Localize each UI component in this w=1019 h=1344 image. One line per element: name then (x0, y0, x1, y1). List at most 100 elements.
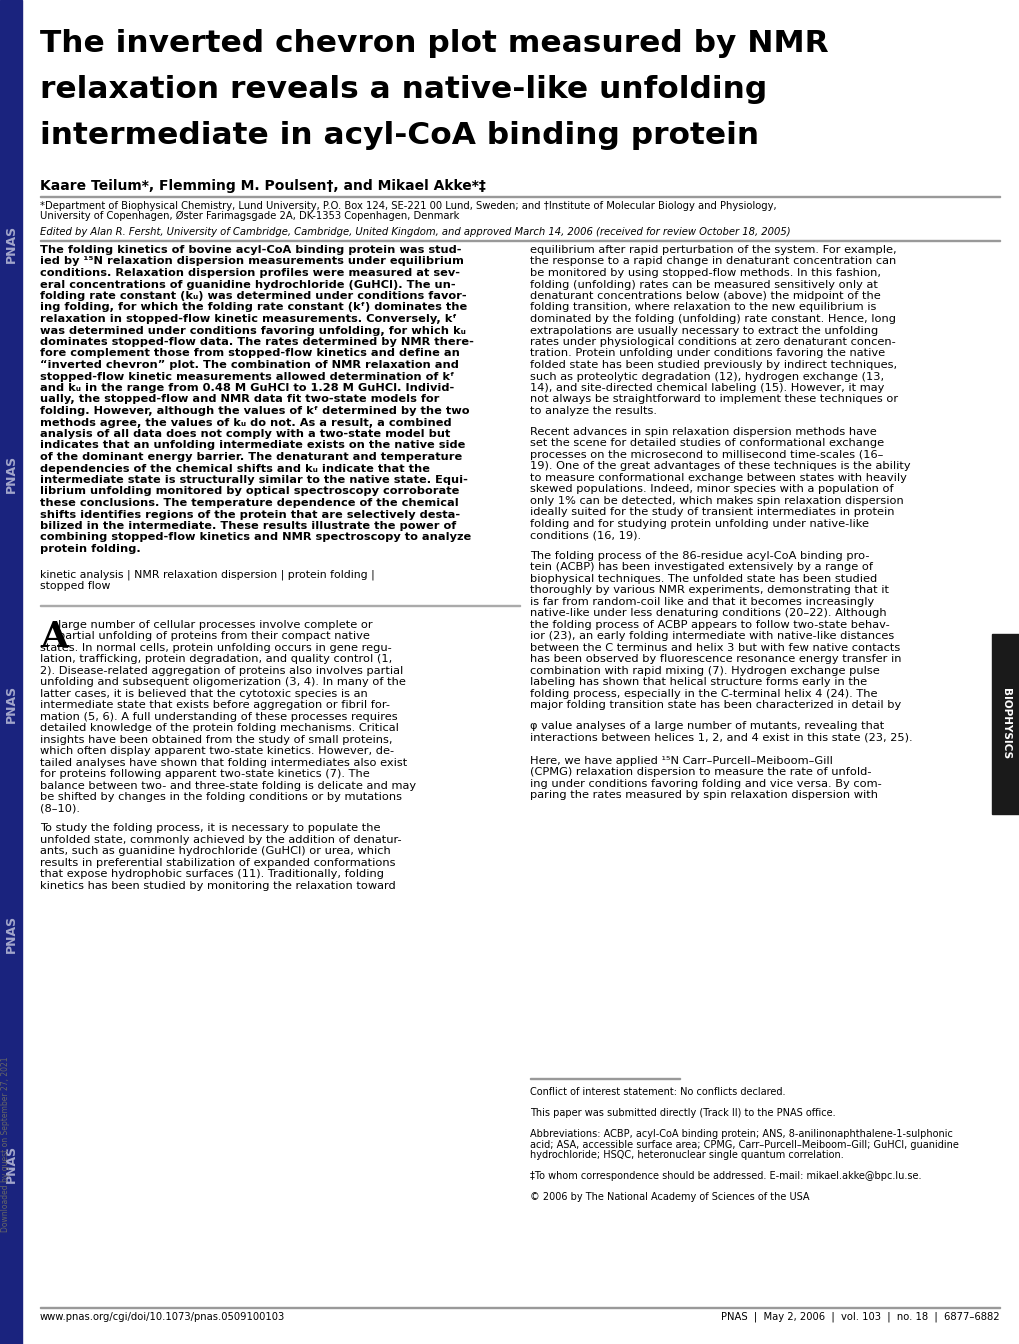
Text: only 1% can be detected, which makes spin relaxation dispersion: only 1% can be detected, which makes spi… (530, 496, 903, 505)
Text: balance between two- and three-state folding is delicate and may: balance between two- and three-state fol… (40, 781, 416, 790)
Text: and kᵤ in the range from 0.48 M GuHCl to 1.28 M GuHCl. Individ-: and kᵤ in the range from 0.48 M GuHCl to… (40, 383, 453, 392)
Text: folding transition, where relaxation to the new equilibrium is: folding transition, where relaxation to … (530, 302, 875, 313)
Text: 19). One of the great advantages of these techniques is the ability: 19). One of the great advantages of thes… (530, 461, 910, 472)
Text: results in preferential stabilization of expanded conformations: results in preferential stabilization of… (40, 857, 395, 868)
Text: PNAS: PNAS (4, 224, 17, 263)
Text: ideally suited for the study of transient intermediates in protein: ideally suited for the study of transien… (530, 507, 894, 517)
Text: φ value analyses of a large number of mutants, revealing that: φ value analyses of a large number of mu… (530, 722, 883, 731)
Text: Here, we have applied ¹⁵N Carr–Purcell–Meiboom–Gill: Here, we have applied ¹⁵N Carr–Purcell–M… (530, 755, 833, 766)
Text: PNAS: PNAS (4, 685, 17, 723)
Text: PNAS  |  May 2, 2006  |  vol. 103  |  no. 18  |  6877–6882: PNAS | May 2, 2006 | vol. 103 | no. 18 |… (720, 1312, 999, 1322)
Text: be monitored by using stopped-flow methods. In this fashion,: be monitored by using stopped-flow metho… (530, 267, 880, 278)
Text: mation (5, 6). A full understanding of these processes requires: mation (5, 6). A full understanding of t… (40, 712, 397, 722)
Text: folding rate constant (kᵤ) was determined under conditions favor-: folding rate constant (kᵤ) was determine… (40, 292, 466, 301)
Text: paring the rates measured by spin relaxation dispersion with: paring the rates measured by spin relaxa… (530, 790, 877, 800)
Text: The folding kinetics of bovine acyl-CoA binding protein was stud-: The folding kinetics of bovine acyl-CoA … (40, 245, 461, 255)
Text: ants, such as guanidine hydrochloride (GuHCl) or urea, which: ants, such as guanidine hydrochloride (G… (40, 847, 390, 856)
Text: Recent advances in spin relaxation dispersion methods have: Recent advances in spin relaxation dispe… (530, 426, 876, 437)
Text: BIOPHYSICS: BIOPHYSICS (1000, 688, 1010, 759)
Text: thoroughly by various NMR experiments, demonstrating that it: thoroughly by various NMR experiments, d… (530, 586, 889, 595)
Text: to analyze the results.: to analyze the results. (530, 406, 656, 417)
Text: PNAS: PNAS (4, 1145, 17, 1183)
Text: Downloaded by guest on September 27, 2021: Downloaded by guest on September 27, 202… (1, 1056, 10, 1231)
Text: kinetic analysis | NMR relaxation dispersion | protein folding |: kinetic analysis | NMR relaxation disper… (40, 570, 374, 579)
Text: major folding transition state has been characterized in detail by: major folding transition state has been … (530, 700, 901, 711)
Text: (8–10).: (8–10). (40, 804, 79, 814)
Text: A: A (40, 620, 68, 653)
Text: to measure conformational exchange between states with heavily: to measure conformational exchange betwe… (530, 473, 906, 482)
Text: dominated by the folding (unfolding) rate constant. Hence, long: dominated by the folding (unfolding) rat… (530, 314, 895, 324)
Text: ing folding, for which the folding rate constant (kᶠ) dominates the: ing folding, for which the folding rate … (40, 302, 467, 313)
Text: intermediate state is structurally similar to the native state. Equi-: intermediate state is structurally simil… (40, 474, 468, 485)
Text: between the C terminus and helix 3 but with few native contacts: between the C terminus and helix 3 but w… (530, 642, 900, 653)
Text: rates under physiological conditions at zero denaturant concen-: rates under physiological conditions at … (530, 337, 895, 347)
Text: combining stopped-flow kinetics and NMR spectroscopy to analyze: combining stopped-flow kinetics and NMR … (40, 532, 471, 543)
Text: denaturant concentrations below (above) the midpoint of the: denaturant concentrations below (above) … (530, 292, 879, 301)
Text: This paper was submitted directly (Track II) to the PNAS office.: This paper was submitted directly (Track… (530, 1107, 835, 1118)
Text: processes on the microsecond to millisecond time-scales (16–: processes on the microsecond to millisec… (530, 450, 882, 460)
Text: such as proteolytic degradation (12), hydrogen exchange (13,: such as proteolytic degradation (12), hy… (530, 371, 883, 382)
Text: the folding process of ACBP appears to follow two-state behav-: the folding process of ACBP appears to f… (530, 620, 889, 630)
Text: partial unfolding of proteins from their compact native: partial unfolding of proteins from their… (58, 632, 370, 641)
Text: lation, trafficking, protein degradation, and quality control (1,: lation, trafficking, protein degradation… (40, 655, 392, 664)
Text: kinetics has been studied by monitoring the relaxation toward: kinetics has been studied by monitoring … (40, 880, 395, 891)
Text: ‡To whom correspondence should be addressed. E-mail: mikael.akke@bpc.lu.se.: ‡To whom correspondence should be addres… (530, 1171, 920, 1181)
Text: relaxation reveals a native-like unfolding: relaxation reveals a native-like unfoldi… (40, 75, 766, 103)
Text: methods agree, the values of kᵤ do not. As a result, a combined: methods agree, the values of kᵤ do not. … (40, 418, 451, 427)
Text: relaxation in stopped-flow kinetic measurements. Conversely, kᶠ: relaxation in stopped-flow kinetic measu… (40, 314, 457, 324)
Text: PNAS: PNAS (4, 454, 17, 493)
Text: the response to a rapid change in denaturant concentration can: the response to a rapid change in denatu… (530, 257, 896, 266)
Text: biophysical techniques. The unfolded state has been studied: biophysical techniques. The unfolded sta… (530, 574, 876, 583)
Text: which often display apparent two-state kinetics. However, de-: which often display apparent two-state k… (40, 746, 393, 757)
Text: University of Copenhagen, Øster Farimagsgade 2A, DK-1353 Copenhagen, Denmark: University of Copenhagen, Øster Farimags… (40, 211, 459, 222)
Text: fore complement those from stopped-flow kinetics and define an: fore complement those from stopped-flow … (40, 348, 460, 359)
Text: of the dominant energy barrier. The denaturant and temperature: of the dominant energy barrier. The dena… (40, 452, 462, 462)
Text: 2). Disease-related aggregation of proteins also involves partial: 2). Disease-related aggregation of prote… (40, 665, 403, 676)
Text: *Department of Biophysical Chemistry, Lund University, P.O. Box 124, SE-221 00 L: *Department of Biophysical Chemistry, Lu… (40, 202, 775, 211)
Text: indicates that an unfolding intermediate exists on the native side: indicates that an unfolding intermediate… (40, 441, 465, 450)
Text: combination with rapid mixing (7). Hydrogen exchange pulse: combination with rapid mixing (7). Hydro… (530, 665, 878, 676)
Text: analysis of all data does not comply with a two-state model but: analysis of all data does not comply wit… (40, 429, 450, 439)
Text: was determined under conditions favoring unfolding, for which kᵤ: was determined under conditions favoring… (40, 325, 466, 336)
Text: native-like under less denaturing conditions (20–22). Although: native-like under less denaturing condit… (530, 609, 886, 618)
Text: bilized in the intermediate. These results illustrate the power of: bilized in the intermediate. These resul… (40, 521, 455, 531)
Text: extrapolations are usually necessary to extract the unfolding: extrapolations are usually necessary to … (530, 325, 877, 336)
Text: hydrochloride; HSQC, heteronuclear single quantum correlation.: hydrochloride; HSQC, heteronuclear singl… (530, 1150, 843, 1160)
Text: that expose hydrophobic surfaces (11). Traditionally, folding: that expose hydrophobic surfaces (11). T… (40, 870, 383, 879)
Text: states. In normal cells, protein unfolding occurs in gene regu-: states. In normal cells, protein unfoldi… (40, 642, 391, 653)
Text: The inverted chevron plot measured by NMR: The inverted chevron plot measured by NM… (40, 30, 827, 58)
Text: Kaare Teilum*, Flemming M. Poulsen†, and Mikael Akke*‡: Kaare Teilum*, Flemming M. Poulsen†, and… (40, 179, 485, 194)
Text: folding process, especially in the C-terminal helix 4 (24). The: folding process, especially in the C-ter… (530, 689, 876, 699)
Text: has been observed by fluorescence resonance energy transfer in: has been observed by fluorescence resona… (530, 655, 901, 664)
Text: conditions. Relaxation dispersion profiles were measured at sev-: conditions. Relaxation dispersion profil… (40, 267, 460, 278)
Text: The folding process of the 86-residue acyl-CoA binding pro-: The folding process of the 86-residue ac… (530, 551, 868, 560)
Text: dependencies of the chemical shifts and kᵤ indicate that the: dependencies of the chemical shifts and … (40, 464, 430, 473)
Text: folding. However, although the values of kᶠ determined by the two: folding. However, although the values of… (40, 406, 469, 417)
Bar (0, 0, 22, 1344)
Text: insights have been obtained from the study of small proteins,: insights have been obtained from the stu… (40, 735, 392, 745)
Text: set the scene for detailed studies of conformational exchange: set the scene for detailed studies of co… (530, 438, 883, 448)
Bar (991, 634, 1019, 814)
Text: large number of cellular processes involve complete or: large number of cellular processes invol… (58, 620, 372, 630)
Text: Edited by Alan R. Fersht, University of Cambridge, Cambridge, United Kingdom, an: Edited by Alan R. Fersht, University of … (40, 227, 790, 237)
Text: acid; ASA, accessible surface area; CPMG, Carr–Purcell–Meiboom–Gill; GuHCl, guan: acid; ASA, accessible surface area; CPMG… (530, 1140, 958, 1149)
Text: “inverted chevron” plot. The combination of NMR relaxation and: “inverted chevron” plot. The combination… (40, 360, 459, 370)
Text: ior (23), an early folding intermediate with native-like distances: ior (23), an early folding intermediate … (530, 632, 894, 641)
Text: folding and for studying protein unfolding under native-like: folding and for studying protein unfoldi… (530, 519, 868, 528)
Text: detailed knowledge of the protein folding mechanisms. Critical: detailed knowledge of the protein foldin… (40, 723, 398, 734)
Text: equilibrium after rapid perturbation of the system. For example,: equilibrium after rapid perturbation of … (530, 245, 896, 255)
Text: www.pnas.org/cgi/doi/10.1073/pnas.0509100103: www.pnas.org/cgi/doi/10.1073/pnas.050910… (40, 1312, 285, 1322)
Text: dominates stopped-flow data. The rates determined by NMR there-: dominates stopped-flow data. The rates d… (40, 337, 474, 347)
Text: folded state has been studied previously by indirect techniques,: folded state has been studied previously… (530, 360, 897, 370)
Text: protein folding.: protein folding. (40, 544, 141, 554)
Text: tein (ACBP) has been investigated extensively by a range of: tein (ACBP) has been investigated extens… (530, 562, 872, 573)
Text: these conclusions. The temperature dependence of the chemical: these conclusions. The temperature depen… (40, 499, 459, 508)
Text: stopped flow: stopped flow (40, 581, 110, 591)
Text: librium unfolding monitored by optical spectroscopy corroborate: librium unfolding monitored by optical s… (40, 487, 459, 496)
Text: is far from random-coil like and that it becomes increasingly: is far from random-coil like and that it… (530, 597, 873, 607)
Text: unfolding and subsequent oligomerization (3, 4). In many of the: unfolding and subsequent oligomerization… (40, 677, 406, 687)
Text: for proteins following apparent two-state kinetics (7). The: for proteins following apparent two-stat… (40, 769, 370, 780)
Text: 14), and site-directed chemical labeling (15). However, it may: 14), and site-directed chemical labeling… (530, 383, 883, 392)
Text: ing under conditions favoring folding and vice versa. By com-: ing under conditions favoring folding an… (530, 778, 880, 789)
Text: latter cases, it is believed that the cytotoxic species is an: latter cases, it is believed that the cy… (40, 689, 368, 699)
